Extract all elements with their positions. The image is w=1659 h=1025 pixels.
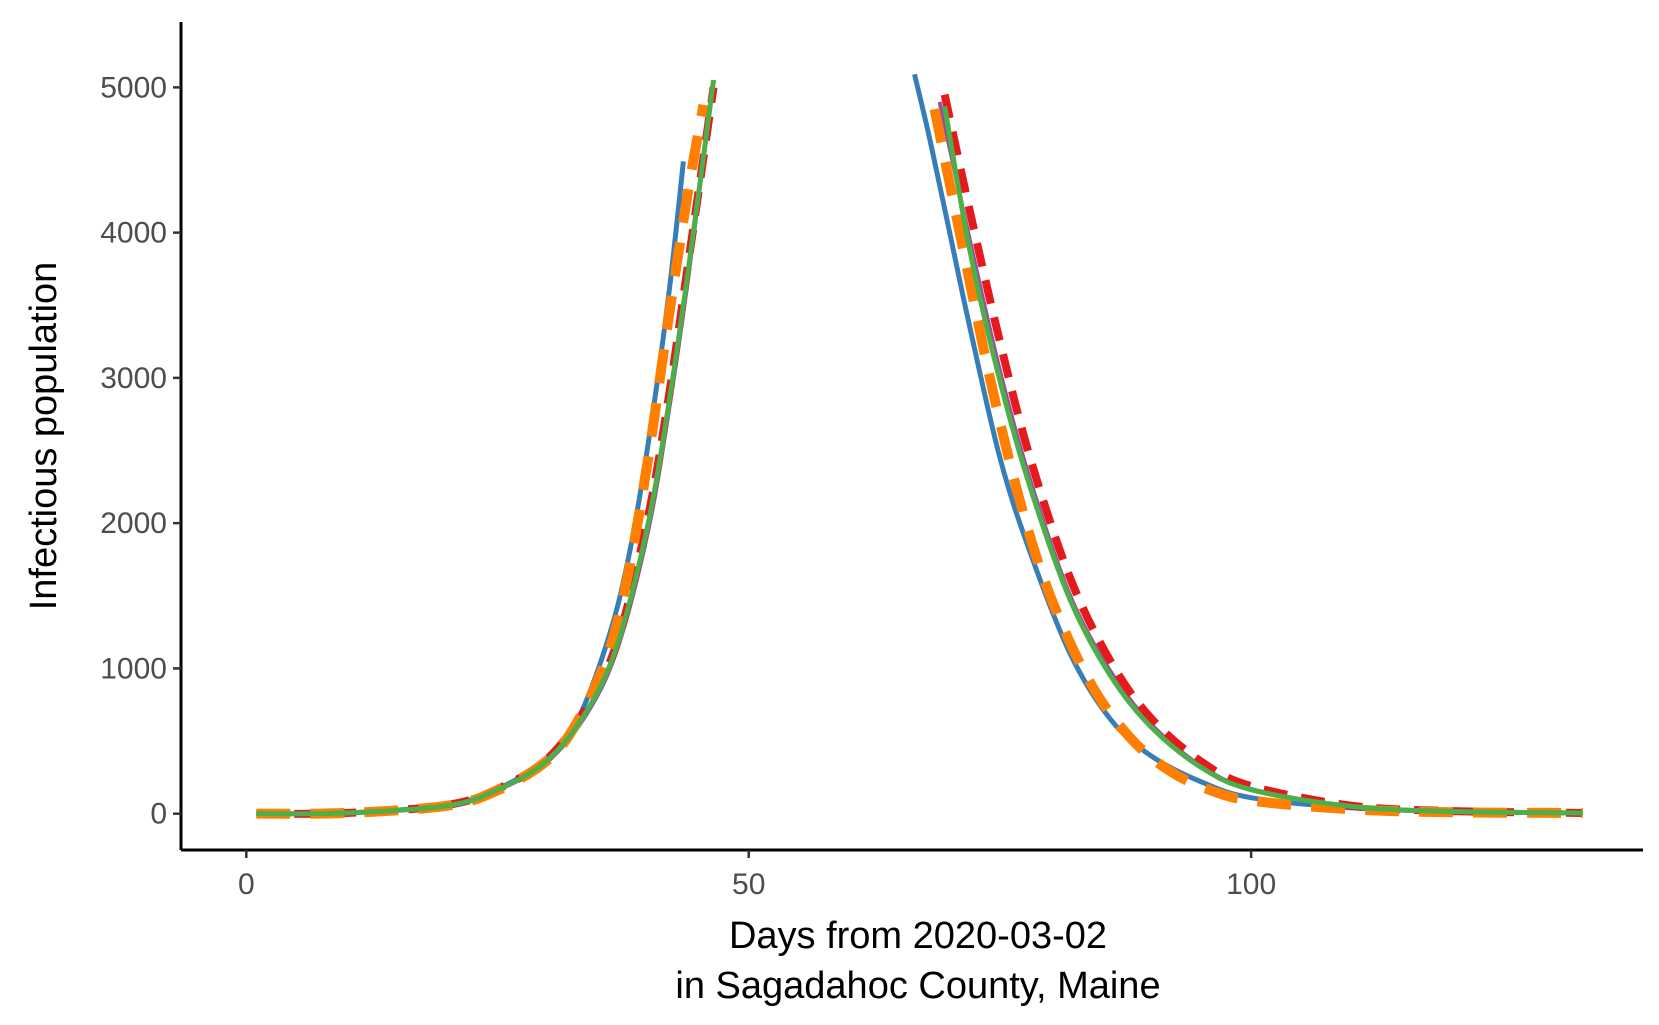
y-axis-title: Infectious population bbox=[23, 262, 65, 611]
y-tick-label: 5000 bbox=[100, 71, 167, 104]
series-line bbox=[937, 101, 1583, 815]
x-axis-title-line1: Days from 2020-03-02 bbox=[729, 915, 1107, 957]
y-ticks: 0 1000 2000 3000 4000 5000 bbox=[100, 71, 181, 831]
y-tick-label: 4000 bbox=[100, 217, 167, 250]
series-line bbox=[256, 79, 716, 816]
x-tick-label: 100 bbox=[1226, 868, 1276, 901]
series-line bbox=[940, 93, 1583, 817]
x-tick-label: 50 bbox=[732, 868, 765, 901]
y-tick-label: 2000 bbox=[100, 507, 167, 540]
y-tick-label: 3000 bbox=[100, 362, 167, 395]
series-line bbox=[256, 161, 686, 817]
series-line bbox=[929, 108, 1583, 818]
series-line bbox=[942, 105, 1583, 816]
x-axis-title-line2: in Sagadahoc County, Maine bbox=[675, 965, 1160, 1007]
plot-lines bbox=[256, 73, 1583, 819]
series-line bbox=[256, 79, 717, 817]
series-line bbox=[256, 103, 709, 819]
x-tick-label: 0 bbox=[238, 868, 255, 901]
x-ticks: 0 50 100 bbox=[238, 850, 1276, 901]
y-tick-label: 0 bbox=[150, 798, 167, 831]
y-tick-label: 1000 bbox=[100, 652, 167, 685]
